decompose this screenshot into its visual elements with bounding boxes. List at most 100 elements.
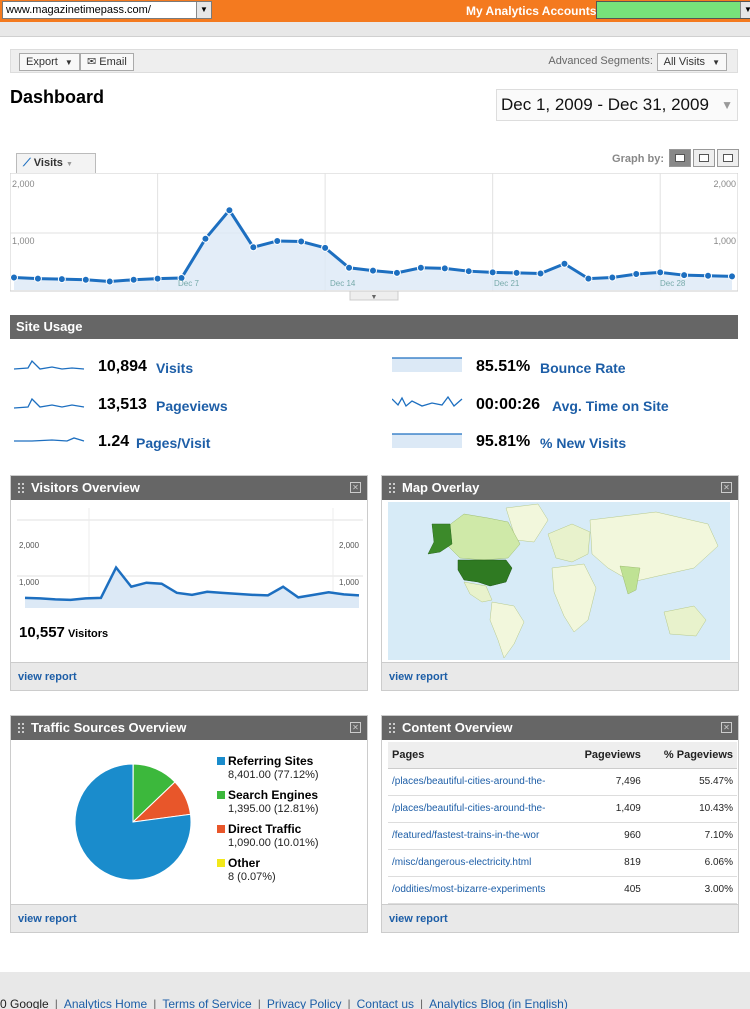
x-tick-label: Dec 14 [330,279,356,288]
metric-tab-visits[interactable]: ⟋ Visits ▼ [16,153,96,173]
data-point[interactable] [201,234,210,243]
pie-slice[interactable] [74,763,192,881]
data-point[interactable] [297,237,306,246]
content-table: Pages Pageviews % Pageviews /places/beau… [388,742,737,904]
data-point[interactable] [728,272,736,281]
data-point[interactable] [33,274,42,283]
metric-bounce-rate[interactable]: 85.51% Bounce Rate [392,355,742,377]
widget-title: Traffic Sources Overview [31,720,187,735]
view-report-link[interactable]: view report [18,913,77,925]
visitors-total: 10,557 Visitors [19,624,108,641]
world-map[interactable] [388,502,730,660]
footer-link[interactable]: Analytics Blog (in English) [429,997,568,1009]
data-point[interactable] [416,263,425,272]
data-point[interactable] [680,271,689,280]
widget-header[interactable]: Visitors Overview ✕ [11,476,367,500]
column-header: Pages [388,742,568,769]
metric-new-visits[interactable]: 95.81% % New Visits [392,430,742,452]
percent-cell: 55.47% [644,768,737,796]
data-point[interactable] [512,268,521,277]
data-point[interactable] [584,274,593,283]
data-point[interactable] [369,266,377,275]
data-point[interactable] [81,275,90,284]
y-tick-label: 1,000 [12,236,35,246]
email-button[interactable]: ✉ Email [80,53,134,71]
drag-handle-icon[interactable] [389,723,395,733]
table-header-row: Pages Pageviews % Pageviews [388,742,737,769]
view-report-link[interactable]: view report [18,671,77,683]
metric-avg-time-on-site[interactable]: 00:00:26 Avg. Time on Site [392,393,742,415]
close-icon[interactable]: ✕ [350,482,361,493]
graph-by-day-button[interactable] [669,149,691,167]
data-point[interactable] [560,259,569,268]
page-link[interactable]: /oddities/most-bizarre-experiments [388,876,568,904]
data-point[interactable] [105,277,114,286]
site-usage-header: Site Usage [10,315,738,339]
data-point[interactable] [273,236,282,245]
metric-value: 85.51% [476,358,531,375]
data-point[interactable] [153,274,162,283]
site-profile-select[interactable]: www.magazinetimepass.com/ ▼ [2,1,212,19]
legend-name: Referring Sites [228,754,314,768]
data-point[interactable] [57,275,66,284]
drag-handle-icon[interactable] [18,723,24,733]
legend-swatch [217,825,225,833]
footer-link[interactable]: Privacy Policy [266,997,342,1009]
data-point[interactable] [129,275,138,284]
widget-header[interactable]: Content Overview ✕ [382,716,738,740]
data-point[interactable] [488,268,497,277]
india-shape [619,565,641,595]
metric-pages-per-visit[interactable]: 1.24 Pages/Visit [12,430,372,452]
data-point[interactable] [225,206,234,215]
page-link[interactable]: /featured/fastest-trains-in-the-wor [388,822,568,850]
percent-cell: 6.06% [644,849,737,877]
visits-sparkline [13,359,85,370]
data-point[interactable] [608,273,617,282]
close-icon[interactable]: ✕ [350,722,361,733]
line-chart-icon: ⟋ [23,157,31,169]
data-point[interactable] [10,273,18,282]
close-icon[interactable]: ✕ [721,722,732,733]
footer-link[interactable]: Terms of Service [162,997,252,1009]
page-link[interactable]: /places/beautiful-cities-around-the- [388,795,568,823]
percent-cell: 7.10% [644,822,737,850]
close-icon[interactable]: ✕ [721,482,732,493]
data-point[interactable] [249,243,258,252]
drag-handle-icon[interactable] [18,483,24,493]
data-point[interactable] [536,269,545,278]
data-point[interactable] [464,267,473,276]
graph-by-week-button[interactable] [693,149,715,167]
data-point[interactable] [177,274,186,283]
site-profile-value: www.magazinetimepass.com/ [6,4,151,16]
widget-header[interactable]: Map Overlay ✕ [382,476,738,500]
view-report-link[interactable]: view report [389,913,448,925]
accounts-select[interactable]: ▼ [596,1,750,19]
metric-tab-label: Visits [33,157,63,169]
data-point[interactable] [345,263,354,272]
data-point[interactable] [440,264,449,273]
footer-link[interactable]: Contact us [356,997,414,1009]
month-icon [723,154,733,162]
data-point[interactable] [632,270,641,279]
data-point[interactable] [392,268,401,277]
chart-resize-handle[interactable] [349,290,399,301]
widget-header[interactable]: Traffic Sources Overview ✕ [11,716,367,740]
data-point[interactable] [704,271,713,280]
metric-pageviews[interactable]: 13,513 Pageviews [12,393,372,415]
widget-footer: view report [11,662,367,690]
drag-handle-icon[interactable] [389,483,395,493]
view-report-link[interactable]: view report [389,671,448,683]
metric-visits[interactable]: 10,894 Visits [12,355,372,377]
graph-by-month-button[interactable] [717,149,739,167]
footer-link[interactable]: Analytics Home [63,997,148,1009]
percent-cell: 3.00% [644,876,737,904]
legend-value: 8 (0.07%) [228,871,276,883]
data-point[interactable] [321,243,330,252]
data-point[interactable] [656,268,665,277]
date-range-picker[interactable]: Dec 1, 2009 - Dec 31, 2009 ▼ [496,89,738,121]
advanced-segments-label: Advanced Segments: [548,55,653,67]
page-link[interactable]: /misc/dangerous-electricity.html [388,849,568,877]
export-button[interactable]: Export ▼ [19,53,80,71]
segment-select[interactable]: All Visits ▼ [656,53,727,71]
page-link[interactable]: /places/beautiful-cities-around-the- [388,768,568,796]
